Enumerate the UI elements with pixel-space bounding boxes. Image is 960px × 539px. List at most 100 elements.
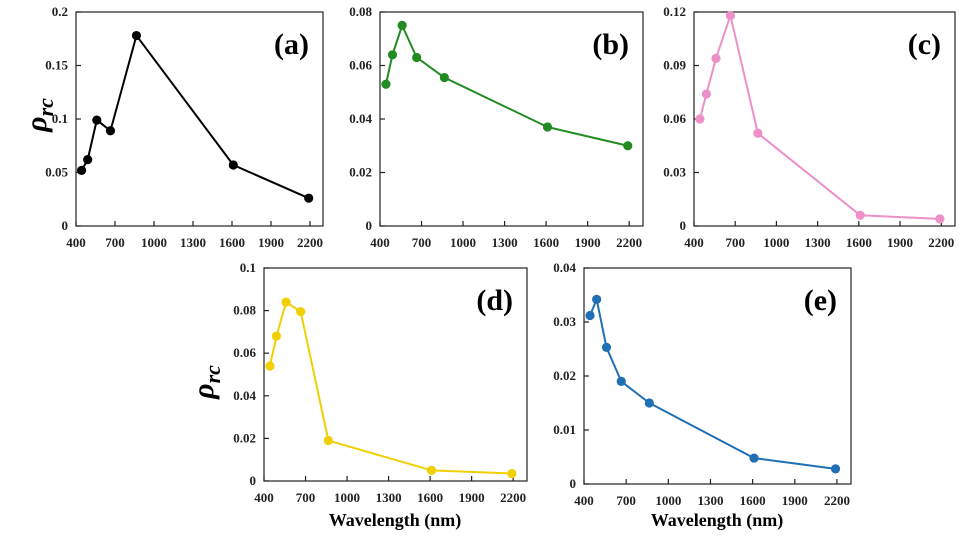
y-tick-label: 0.1 xyxy=(240,260,256,275)
data-point xyxy=(265,361,275,371)
data-point xyxy=(585,310,595,321)
x-tick-label: 1900 xyxy=(575,235,601,250)
x-tick-label: 700 xyxy=(616,493,636,508)
data-point xyxy=(304,193,314,203)
chart-panel-2: 0 0.02 0.04 0.06 0.08 400 700 1000 1300 1600 1900 2… xyxy=(349,4,644,250)
data-point xyxy=(507,468,517,479)
chart-panel-1: 0 0.05 0.1 0.15 0.2 400 700 1000 1300 1600 1900 220… xyxy=(20,4,324,250)
y-tick-label: 0.04 xyxy=(233,388,256,403)
x-tick-label: 700 xyxy=(725,235,745,250)
data-point xyxy=(131,30,142,41)
data-point xyxy=(616,376,626,386)
data-point xyxy=(323,435,333,446)
x-tick-label: 1300 xyxy=(697,493,723,508)
x-tick-label: 1000 xyxy=(334,490,360,505)
x-tick-label: 1300 xyxy=(805,235,831,250)
chart-panel-4: 0 0.02 0.04 0.06 0.08 0.1 400 700 1000 1300 1600 19… xyxy=(187,260,528,531)
x-tick-label: 400 xyxy=(574,493,594,508)
x-tick-label: 400 xyxy=(66,235,86,250)
data-point xyxy=(439,72,449,83)
data-point xyxy=(92,115,102,125)
y-tick-label: 0.1 xyxy=(52,111,68,126)
x-tick-label: 1600 xyxy=(533,235,559,250)
x-axis-title: Wavelength (nm) xyxy=(651,510,784,531)
y-tick-label: 0.09 xyxy=(663,58,686,73)
y-tick-label: 0.05 xyxy=(45,165,68,180)
data-point xyxy=(76,165,87,175)
data-point xyxy=(228,160,238,170)
panel-label: (e) xyxy=(804,284,837,317)
y-tick-label: 0.04 xyxy=(349,111,372,126)
chart-panel-5: 0 0.01 0.02 0.03 0.04 400 700 1000 1300 1600 1900 2… xyxy=(553,260,852,531)
data-point xyxy=(935,214,945,224)
y-axis-title-subscript: rc xyxy=(33,98,58,117)
data-point xyxy=(542,122,553,132)
data-point xyxy=(701,89,711,99)
data-point xyxy=(753,128,763,138)
y-tick-label: 0.06 xyxy=(663,111,686,126)
series-line xyxy=(589,298,836,470)
y-axis-title: ρrc xyxy=(187,365,225,400)
y-tick-label: 0.08 xyxy=(349,4,372,19)
data-point xyxy=(601,342,612,352)
chart-panel-3: 0 0.03 0.06 0.09 0.12 400 700 1000 1300 1600 1900 2… xyxy=(663,4,956,250)
x-tick-label: 1900 xyxy=(459,490,485,505)
panel-label: (c) xyxy=(908,28,941,61)
x-tick-label: 1000 xyxy=(141,235,167,250)
data-point xyxy=(105,126,116,136)
x-tick-label: 1000 xyxy=(763,235,789,250)
y-axis-title-main: ρ xyxy=(20,116,53,132)
x-tick-label: 2200 xyxy=(824,493,850,508)
y-tick-label: 0.12 xyxy=(663,4,686,19)
y-tick-label: 0.08 xyxy=(233,303,256,318)
y-tick-label: 0.06 xyxy=(233,345,256,360)
x-tick-label: 1300 xyxy=(180,235,206,250)
y-tick-label: 0.15 xyxy=(45,58,68,73)
y-tick-label: 0.02 xyxy=(233,430,256,445)
data-point xyxy=(644,398,654,408)
series-line xyxy=(698,14,940,220)
x-tick-label: 2200 xyxy=(500,490,526,505)
x-tick-label: 1000 xyxy=(450,235,476,250)
x-axis-title: Wavelength (nm) xyxy=(329,510,462,531)
x-tick-label: 1300 xyxy=(376,490,402,505)
x-tick-label: 700 xyxy=(296,490,316,505)
data-point xyxy=(387,50,398,60)
x-tick-label: 2200 xyxy=(616,235,642,250)
y-axis-title-main: ρ xyxy=(187,383,220,399)
panel-label: (b) xyxy=(592,28,629,61)
x-tick-label: 1600 xyxy=(219,235,245,250)
y-axis-title: ρrc xyxy=(20,98,58,133)
x-tick-label: 700 xyxy=(412,235,432,250)
data-point xyxy=(412,52,422,63)
y-tick-label: 0 xyxy=(62,218,69,233)
plot-frame xyxy=(263,267,528,482)
x-tick-label: 1600 xyxy=(846,235,872,250)
x-tick-label: 1000 xyxy=(655,493,681,508)
y-tick-label: 0.06 xyxy=(349,58,372,73)
data-point xyxy=(623,141,633,151)
x-tick-label: 1600 xyxy=(417,490,443,505)
panel-label: (d) xyxy=(476,284,513,317)
data-point xyxy=(296,307,306,317)
data-point xyxy=(830,464,841,474)
y-tick-label: 0.01 xyxy=(553,422,576,437)
x-tick-label: 1300 xyxy=(492,235,518,250)
x-tick-label: 1900 xyxy=(887,235,913,250)
y-tick-label: 0.03 xyxy=(553,314,576,329)
x-tick-label: 400 xyxy=(254,490,274,505)
data-point xyxy=(711,53,721,63)
data-point xyxy=(83,155,93,165)
y-tick-label: 0 xyxy=(250,473,257,488)
panel-label: (a) xyxy=(274,28,309,61)
y-tick-label: 0 xyxy=(570,476,577,491)
data-point xyxy=(271,331,282,341)
x-tick-label: 400 xyxy=(684,235,704,250)
x-tick-label: 700 xyxy=(105,235,125,250)
data-point xyxy=(592,294,602,304)
data-point xyxy=(281,297,291,307)
y-tick-label: 0 xyxy=(680,218,687,233)
data-point xyxy=(426,465,437,475)
x-tick-label: 1900 xyxy=(782,493,808,508)
